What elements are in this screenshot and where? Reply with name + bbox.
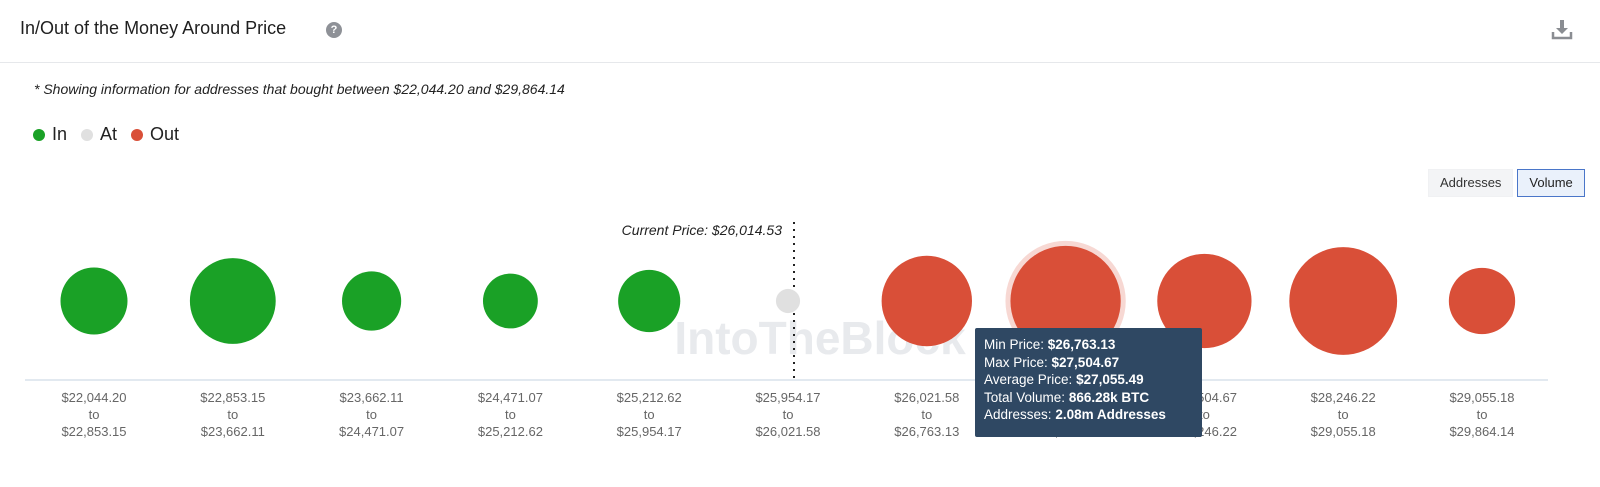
- range-from-label: $23,662.11: [340, 390, 404, 405]
- range-to-label: $29,864.14: [1449, 424, 1514, 439]
- legend-item-at[interactable]: At: [81, 124, 117, 145]
- tooltip-max-label: Max Price:: [984, 354, 1048, 370]
- bubble-out-10: [1448, 267, 1516, 335]
- tooltip-avg-row: Average Price: $27,055.49: [984, 371, 1202, 389]
- metric-toggle: Addresses Volume: [1428, 169, 1585, 197]
- tooltip-addr-value: 2.08m Addresses: [1055, 407, 1166, 422]
- range-to-label: $22,853.15: [61, 424, 126, 439]
- tooltip-addr-label: Addresses:: [984, 407, 1052, 422]
- legend-dot-at: [81, 128, 94, 141]
- legend-item-out[interactable]: Out: [131, 124, 179, 145]
- volume-button[interactable]: Volume: [1517, 169, 1585, 197]
- range-from-label: $28,246.22: [1311, 390, 1376, 405]
- range-to-word: to: [1199, 407, 1210, 422]
- range-note: * Showing information for addresses that…: [34, 81, 565, 97]
- question-circle-icon[interactable]: ?: [326, 22, 342, 38]
- addresses-button[interactable]: Addresses: [1428, 169, 1514, 197]
- tooltip-max-value: $27,504.67: [1051, 354, 1120, 370]
- tooltip-min-value: $26,763.13: [1047, 337, 1116, 352]
- tooltip-vol-row: Total Volume: 866.28k BTC: [984, 389, 1202, 407]
- range-to-label: $24,471.07: [339, 424, 404, 439]
- legend-item-in[interactable]: In: [33, 124, 67, 145]
- range-to-label: $26,763.13: [894, 424, 959, 439]
- range-to-word: to: [1338, 407, 1349, 422]
- page-title: In/Out of the Money Around Price: [20, 18, 287, 38]
- bubble-tooltip: Min Price: $26,763.13 Max Price: $27,504…: [975, 328, 1202, 437]
- bubble-in-4: [618, 269, 681, 333]
- chart-header: In/Out of the Money Around Price ?: [0, 0, 1600, 63]
- range-to-label: $26,021.58: [755, 424, 820, 439]
- tooltip-min-row: Min Price: $26,763.13: [984, 336, 1202, 354]
- range-from-label: $25,954.17: [755, 390, 820, 405]
- tooltip-vol-value: 866.28k BTC: [1068, 389, 1150, 405]
- range-to-word: to: [644, 407, 655, 422]
- range-from-label: $26,021.58: [894, 390, 959, 405]
- range-from-label: $24,471.07: [478, 390, 543, 405]
- legend-label-in: In: [52, 124, 68, 144]
- range-to-word: to: [227, 407, 238, 422]
- legend-dot-out: [131, 128, 144, 141]
- range-to-label: $25,212.62: [478, 424, 543, 439]
- current-price-label: Current Price: $26,014.53: [622, 222, 783, 238]
- range-to-label: $25,954.17: [617, 424, 682, 439]
- bubble-out-8: [1157, 253, 1252, 349]
- bubble-out-9: [1289, 247, 1398, 355]
- download-icon[interactable]: [1551, 18, 1573, 40]
- legend: In At Out: [33, 124, 179, 145]
- range-to-word: to: [89, 407, 100, 422]
- bubble-in-0: [60, 267, 128, 335]
- bubble-in-2: [342, 271, 402, 331]
- bubble-out-6: [881, 255, 972, 347]
- bubble-at-5: [775, 288, 801, 314]
- tooltip-max-row: Max Price: $27,504.67: [984, 354, 1202, 372]
- range-to-label: $23,662.11: [201, 424, 265, 439]
- range-to-word: to: [783, 407, 794, 422]
- bubble-in-3: [482, 273, 538, 329]
- range-to-word: to: [921, 407, 932, 422]
- tooltip-avg-label: Average Price:: [984, 372, 1073, 387]
- range-to-word: to: [366, 407, 377, 422]
- tooltip-vol-label: Total Volume:: [984, 389, 1066, 405]
- tooltip-avg-value: $27,055.49: [1076, 372, 1144, 387]
- range-to-word: to: [1477, 407, 1488, 422]
- legend-label-at: At: [100, 124, 118, 144]
- legend-dot-in: [33, 128, 45, 141]
- range-from-label: $29,055.18: [1449, 390, 1514, 405]
- tooltip-addr-row: Addresses: 2.08m Addresses: [984, 406, 1202, 424]
- range-from-label: $25,212.62: [617, 390, 682, 405]
- bubble-in-1: [189, 258, 276, 344]
- tooltip-min-label: Min Price:: [984, 337, 1045, 352]
- range-from-label: $22,044.20: [61, 390, 126, 405]
- legend-label-out: Out: [150, 124, 180, 144]
- range-to-word: to: [505, 407, 516, 422]
- range-to-label: $29,055.18: [1311, 424, 1376, 439]
- range-from-label: $22,853.15: [200, 390, 265, 405]
